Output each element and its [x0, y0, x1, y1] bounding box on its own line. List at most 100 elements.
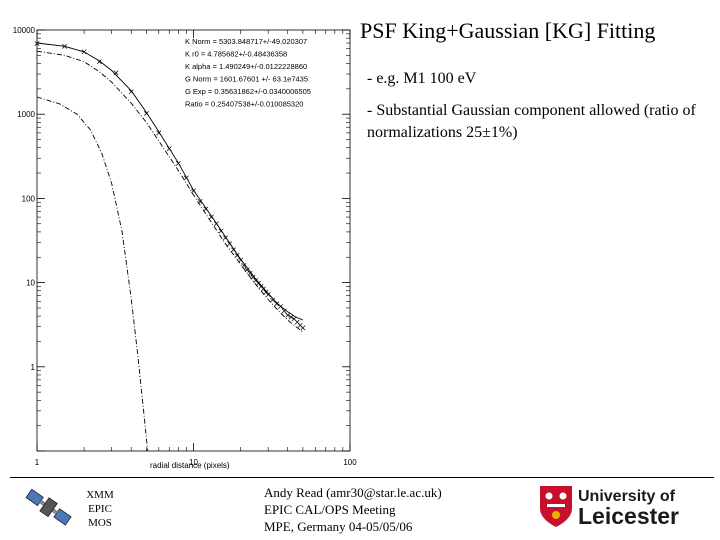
marker-stroke: [255, 280, 261, 286]
marker-stroke: [263, 289, 269, 295]
marker-stroke: [300, 325, 306, 331]
marker-stroke: [238, 257, 244, 263]
fit-parameter-line: K Norm = 5303.848717+/-49.020307: [185, 37, 307, 46]
y-tick-label: 1000: [17, 110, 35, 119]
data-point-marker: [222, 235, 228, 241]
data-point-marker: [208, 214, 214, 220]
marker-stroke: [250, 274, 256, 280]
fit-parameter-line: G Exp = 0.35631862+/-0.0340006505: [185, 87, 311, 96]
data-point-marker: [81, 49, 87, 55]
data-point-marker: [250, 274, 256, 280]
author-line: MPE, Germany 04-05/05/06: [264, 519, 413, 534]
marker-stroke: [34, 41, 40, 47]
footer-divider: [10, 477, 714, 478]
data-point-marker: [274, 301, 280, 307]
y-tick-label: 10000: [13, 26, 36, 35]
marker-stroke: [113, 70, 119, 76]
logo-text-leicester: Leicester: [578, 503, 679, 528]
data-point-marker: [213, 221, 219, 227]
fit-parameter-line: G Norm = 1601.67601 +/- 63.1e7435: [185, 75, 308, 84]
data-point-marker: [238, 257, 244, 263]
marker-stroke: [247, 270, 253, 276]
marker-stroke: [128, 89, 134, 95]
fit-parameters: K Norm = 5303.848717+/-49.020307 K r0 = 4…: [185, 37, 311, 109]
marker-stroke: [285, 312, 291, 318]
x-tick-label: 10: [189, 458, 198, 467]
fit-parameter-line: K r0 = 4.785682+/-0.48436358: [185, 50, 287, 59]
data-point-marker: [247, 270, 253, 276]
bullet-gaussian-component: - Substantial Gaussian component allowed…: [367, 102, 696, 141]
data-point-marker: [300, 325, 306, 331]
author-line: EPIC CAL/OPS Meeting: [264, 502, 396, 517]
mission-label: XMM EPIC MOS: [78, 488, 122, 530]
marker-stroke: [213, 221, 219, 227]
data-point-marker: [265, 292, 271, 298]
marker-stroke: [294, 319, 300, 325]
marker-stroke: [96, 59, 102, 65]
data-point-marker: [261, 286, 266, 292]
data-point-marker: [62, 43, 68, 49]
marker-stroke: [62, 43, 68, 49]
marker-stroke: [222, 235, 228, 241]
fit-parameter-line: K alpha = 1.490249+/-0.0122228860: [185, 62, 307, 71]
marker-stroke: [231, 247, 236, 253]
x-tick-label: 1: [35, 458, 40, 467]
bullet-example: - e.g. M1 100 eV: [367, 70, 477, 87]
data-point-marker: [96, 59, 102, 65]
logo-text-university: University of: [578, 488, 676, 505]
marker-stroke: [81, 49, 87, 55]
data-point-marker: [128, 89, 134, 95]
marker-stroke: [218, 228, 224, 234]
data-series: [34, 41, 306, 452]
university-of-leicester-logo: University of Leicester: [540, 486, 679, 528]
x-tick-label: 100: [343, 458, 357, 467]
marker-stroke: [175, 161, 181, 166]
slide-title: PSF King+Gaussian [KG] Fitting: [360, 18, 656, 43]
data-point-marker: [203, 206, 209, 212]
psf-radial-profile-chart: 10000 1000 100 10 1 1 10 100 K Norm = 5303.8487…: [13, 26, 357, 470]
data-point-marker: [156, 130, 162, 136]
data-point-marker: [270, 297, 276, 303]
data-point-marker: [234, 253, 240, 258]
marker-stroke: [291, 316, 297, 322]
data-point-marker: [143, 111, 149, 116]
marker-stroke: [191, 188, 196, 194]
data-point-marker: [183, 175, 189, 181]
marker-stroke: [208, 214, 214, 220]
axes: 10000 1000 100 10 1 1 10 100: [13, 26, 357, 467]
marker-stroke: [227, 241, 233, 247]
mission-line: XMM: [86, 489, 114, 501]
shield-icon: [540, 486, 572, 527]
marker-stroke: [270, 297, 276, 303]
marker-stroke: [234, 253, 240, 258]
marker-stroke: [297, 322, 303, 328]
marker-stroke: [261, 286, 266, 292]
marker-stroke: [183, 175, 189, 181]
total-fit-line: [36, 42, 304, 321]
data-point-marker: [191, 188, 196, 194]
satellite-icon: [25, 488, 72, 526]
y-tick-label: 1: [31, 363, 36, 372]
data-point-marker: [197, 199, 203, 204]
fit-parameter-line: Ratio = 0.25407538+/-0.010085320: [185, 100, 303, 109]
data-point-marker: [278, 304, 284, 309]
marker-stroke: [143, 111, 149, 116]
marker-stroke: [274, 301, 280, 307]
marker-stroke: [156, 130, 162, 136]
mission-line: EPIC: [88, 503, 112, 515]
data-point-marker: [34, 41, 40, 47]
marker-stroke: [265, 292, 271, 298]
mission-line: MOS: [88, 517, 112, 529]
data-point-marker: [288, 314, 294, 320]
y-tick-label: 100: [22, 194, 36, 203]
marker-stroke: [278, 304, 284, 309]
marker-stroke: [253, 278, 259, 283]
data-point-marker: [241, 262, 247, 268]
author-info: Andy Read (amr30@star.le.ac.uk) EPIC CAL…: [264, 484, 442, 535]
y-tick-label: 10: [26, 279, 35, 288]
data-point-marker: [166, 146, 172, 152]
data-point-marker: [255, 280, 261, 286]
x-axis-label: radial distance (pixels): [150, 461, 230, 470]
marker-stroke: [203, 206, 209, 212]
marker-stroke: [241, 262, 247, 268]
